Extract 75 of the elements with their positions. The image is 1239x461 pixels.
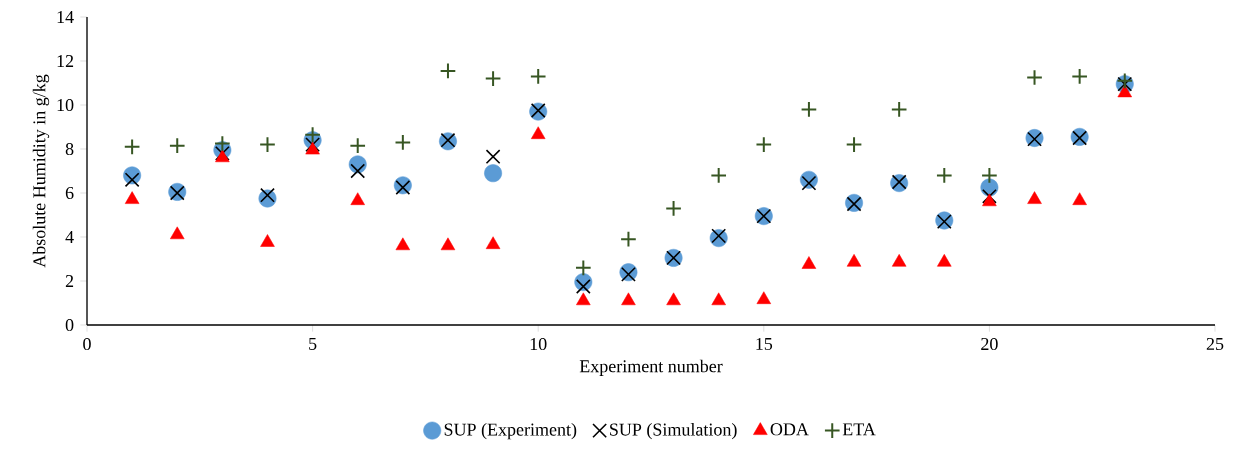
point [1026, 69, 1043, 86]
point [711, 292, 726, 306]
y-tick-label: 0 [65, 318, 74, 332]
point [305, 137, 320, 152]
point [350, 192, 365, 205]
point [395, 180, 411, 195]
point [620, 230, 637, 248]
legend-label: ETA [842, 423, 876, 436]
point [439, 62, 457, 80]
point [168, 137, 186, 155]
point [529, 68, 547, 85]
legend-label: SUP (Simulation) [610, 423, 737, 440]
x-tick-label: 5 [309, 337, 317, 350]
point [937, 254, 952, 267]
point [846, 254, 862, 267]
point [259, 136, 276, 153]
point [170, 226, 185, 240]
point [891, 254, 907, 267]
point [801, 175, 817, 191]
y-tick-label: 4 [65, 231, 74, 243]
point [1072, 192, 1087, 205]
point [123, 138, 141, 156]
y-axis-title: Absolute Humidity in g/kg [32, 74, 50, 268]
point [981, 167, 998, 184]
x-tick-label: 20 [981, 337, 998, 351]
point [621, 267, 636, 282]
y-tick-label: 2 [65, 275, 74, 287]
point [484, 70, 502, 87]
point [1071, 68, 1088, 85]
point [124, 172, 140, 188]
x-tick-label: 25 [1206, 337, 1224, 351]
point [711, 228, 727, 244]
point [260, 234, 275, 247]
point [982, 193, 997, 207]
point [935, 167, 953, 184]
point [485, 236, 501, 249]
point [214, 135, 231, 152]
point [800, 101, 818, 118]
point [350, 163, 366, 179]
point [575, 279, 591, 294]
y-tick-label: 14 [57, 11, 74, 23]
point [485, 149, 501, 165]
point [394, 134, 412, 151]
point [982, 188, 997, 204]
x-tick-label: 0 [83, 337, 91, 351]
point [395, 237, 411, 251]
point [576, 292, 591, 306]
point [890, 101, 908, 118]
point [666, 292, 681, 306]
legend-label: ODA [770, 423, 809, 436]
point [845, 136, 863, 153]
point [440, 237, 456, 251]
point [1027, 191, 1042, 204]
y-tick-label: 6 [65, 186, 74, 200]
point [710, 167, 728, 184]
x-tick-label: 10 [530, 337, 547, 351]
point [665, 200, 682, 217]
y-tick-label: 12 [57, 55, 74, 67]
x-axis-title: Experiment number [579, 359, 723, 376]
y-tick-label: 8 [65, 142, 74, 156]
x-tick-label: 15 [756, 337, 773, 350]
legend-label: SUP (Experiment) [444, 423, 577, 440]
point [304, 126, 321, 144]
point [621, 292, 636, 306]
point [1116, 72, 1134, 90]
point [574, 259, 592, 277]
point [484, 164, 503, 183]
point [124, 191, 140, 204]
point [755, 136, 773, 153]
point [801, 256, 817, 269]
y-tick-label: 10 [57, 98, 74, 112]
point [305, 141, 320, 155]
point [756, 291, 771, 304]
point [349, 137, 367, 155]
point [260, 187, 275, 203]
